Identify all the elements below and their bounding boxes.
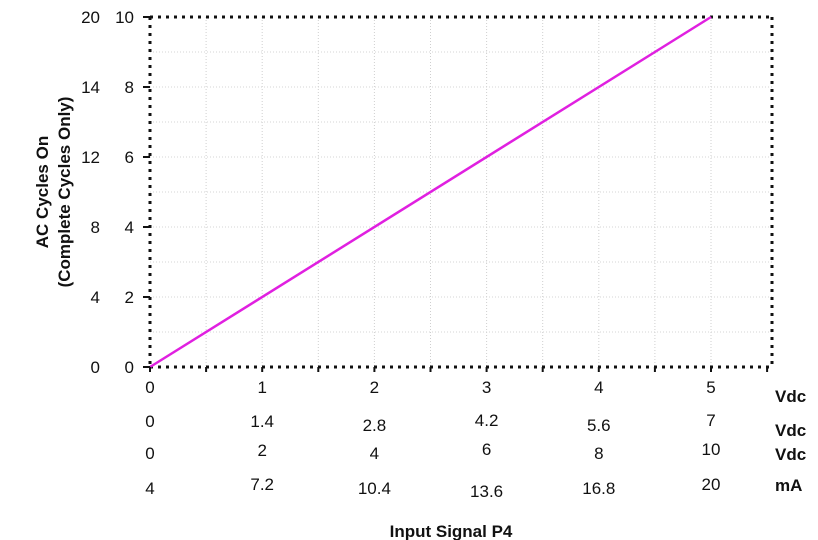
x-unit-label: Vdc bbox=[775, 421, 806, 440]
y-axis-title-line1: AC Cycles On bbox=[33, 136, 52, 248]
x-unit-label: Vdc bbox=[775, 387, 806, 406]
x-tick-label-row4: 16.8 bbox=[582, 479, 615, 498]
x-tick-label-row1: 1 bbox=[257, 378, 266, 397]
x-tick-label-row3: 8 bbox=[594, 444, 603, 463]
plot-frame bbox=[148, 15, 774, 369]
x-tick-label-row3: 6 bbox=[482, 440, 491, 459]
x-tick-label-row4: 4 bbox=[145, 479, 154, 498]
x-tick-label-row1: 2 bbox=[370, 378, 379, 397]
x-tick-label-row1: 4 bbox=[594, 378, 603, 397]
series-line bbox=[149, 15, 712, 369]
y-axis-title-line2: (Complete Cycles Only) bbox=[55, 97, 74, 288]
y-tick-label-inner: 4 bbox=[125, 218, 134, 237]
y-tick-label-inner: 2 bbox=[125, 288, 134, 307]
x-tick-label-row1: 3 bbox=[482, 378, 491, 397]
x-tick-label-row2: 2.8 bbox=[363, 416, 387, 435]
y-tick-label-outer: 8 bbox=[91, 218, 100, 237]
y-tick-label-outer: 14 bbox=[81, 78, 100, 97]
x-axis-title: Input Signal P4 bbox=[390, 522, 513, 540]
x-tick-label-row2: 1.4 bbox=[250, 412, 274, 431]
x-tick-label-row2: 7 bbox=[706, 411, 715, 430]
x-tick-label-row3: 0 bbox=[145, 444, 154, 463]
x-tick-labels: 0 1 2 3 4 5 Vdc 0 1.4 2.8 4.2 5.6 7 Vdc 0 2 4 6 8 10 Vdc 4 7.2… bbox=[145, 367, 806, 501]
x-tick-label-row4: 13.6 bbox=[470, 482, 503, 501]
y-tick-label-inner: 10 bbox=[115, 8, 134, 27]
grid bbox=[150, 17, 772, 367]
x-tick-label-row4: 20 bbox=[702, 475, 721, 494]
x-tick-label-row4: 10.4 bbox=[358, 479, 391, 498]
x-tick-label-row4: 7.2 bbox=[250, 475, 274, 494]
x-tick-label-row1: 5 bbox=[706, 378, 715, 397]
x-tick-label-row3: 10 bbox=[702, 440, 721, 459]
series-layer bbox=[149, 15, 712, 369]
y-tick-label-outer: 12 bbox=[81, 148, 100, 167]
x-tick-label-row2: 0 bbox=[145, 412, 154, 431]
x-tick-label-row2: 5.6 bbox=[587, 416, 611, 435]
x-unit-label: Vdc bbox=[775, 445, 806, 464]
y-tick-label-outer: 4 bbox=[91, 288, 100, 307]
y-tick-label-outer: 0 bbox=[91, 358, 100, 377]
x-tick-label-row3: 2 bbox=[257, 441, 266, 460]
x-tick-label-row2: 4.2 bbox=[475, 411, 499, 430]
y-tick-label-outer: 20 bbox=[81, 8, 100, 27]
y-tick-labels: 0 0 4 2 8 4 12 6 14 8 20 10 bbox=[81, 8, 150, 377]
x-unit-label: mA bbox=[775, 476, 802, 495]
x-tick-label-row3: 4 bbox=[370, 444, 379, 463]
y-tick-label-inner: 6 bbox=[125, 148, 134, 167]
y-tick-label-inner: 8 bbox=[125, 78, 134, 97]
x-tick-label-row1: 0 bbox=[145, 378, 154, 397]
y-tick-label-inner: 0 bbox=[125, 358, 134, 377]
